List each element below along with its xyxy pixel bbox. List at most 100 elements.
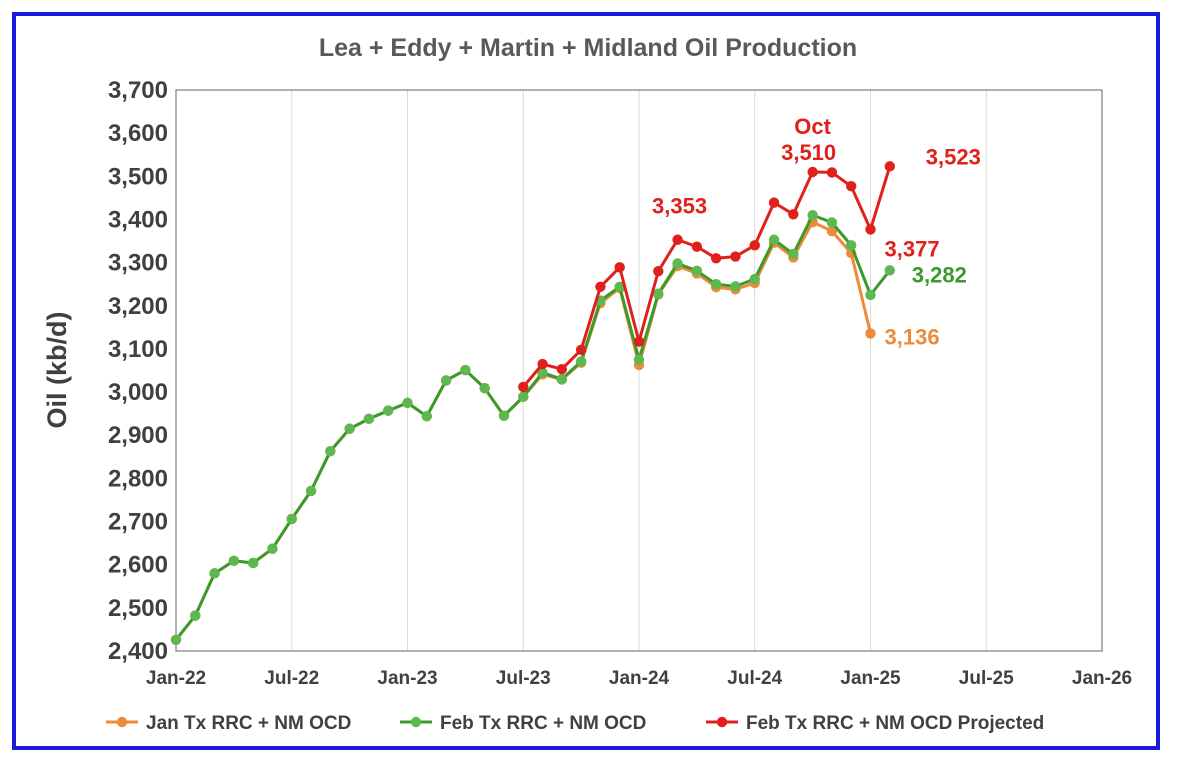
y-tick-label: 3,400 [108, 206, 168, 233]
data-point [846, 181, 857, 192]
data-point [190, 610, 201, 621]
data-point [383, 405, 394, 416]
data-point [884, 265, 895, 276]
legend-swatch-marker [410, 716, 422, 728]
data-point [421, 411, 432, 422]
data-point [672, 234, 683, 245]
data-point [209, 568, 220, 579]
data-point [305, 485, 317, 497]
data-point [575, 356, 587, 367]
data-point [460, 364, 471, 376]
y-tick-label: 3,700 [108, 77, 168, 104]
data-label: Oct [794, 114, 831, 139]
y-tick-label: 2,700 [108, 509, 168, 536]
data-label: 3,510 [781, 140, 836, 165]
data-point [691, 265, 703, 277]
chart-frame [12, 12, 1160, 750]
data-point [730, 281, 741, 292]
legend-swatch-marker [716, 716, 728, 728]
data-point [826, 217, 838, 228]
series-3 [518, 161, 895, 393]
data-label: 3,282 [912, 262, 967, 287]
data-point [826, 167, 838, 178]
plot-area: Jan-22 Jul-22 Jan-23 Jul-23 Jan-24 Jul-24 Jan-… [108, 77, 1132, 689]
data-label: 3,353 [652, 194, 707, 219]
plot-border [175, 89, 1103, 652]
series-2 [170, 209, 895, 645]
data-point [325, 445, 336, 457]
data-label: 3,136 [885, 324, 940, 349]
y-tick-label: 2,400 [108, 638, 168, 665]
data-point [826, 225, 838, 237]
data-label: 3,377 [885, 236, 940, 261]
legend-label: Feb Tx RRC + NM OCD Projected [746, 713, 1044, 734]
y-tick-label: 2,800 [108, 465, 168, 492]
data-point [749, 273, 760, 285]
data-point [363, 413, 375, 425]
data-point [653, 288, 664, 299]
data-label: 3,523 [926, 144, 981, 169]
data-point [344, 423, 355, 434]
data-point [672, 258, 683, 269]
data-point [710, 253, 722, 264]
x-tick-label: Jul-22 [264, 668, 319, 689]
data-point [518, 381, 529, 393]
data-point [537, 367, 548, 378]
data-point [575, 344, 587, 355]
x-tick-label: Jan-23 [377, 668, 437, 689]
x-tick-label: Jan-24 [609, 668, 670, 689]
y-tick-label: 3,100 [108, 336, 168, 363]
legend-label: Jan Tx RRC + NM OCD [146, 713, 351, 734]
y-tick-label: 3,000 [108, 379, 168, 406]
legend: Jan Tx RRC + NM OCD Feb Tx RRC + NM OCD Fe… [106, 713, 1044, 734]
data-point [286, 513, 297, 525]
data-point [595, 281, 606, 292]
data-point [710, 278, 722, 290]
data-point [556, 364, 568, 375]
data-point [402, 397, 413, 409]
data-point [498, 410, 510, 422]
y-tick-label: 2,900 [108, 422, 168, 449]
data-point [884, 161, 895, 172]
x-tick-label: Jul-24 [727, 668, 782, 689]
x-tick-label: Jan-26 [1072, 668, 1132, 689]
data-point [228, 555, 240, 567]
x-tick-label: Jul-25 [959, 668, 1014, 689]
data-point [788, 209, 799, 220]
data-point [518, 391, 529, 403]
y-tick-label: 3,500 [108, 163, 168, 190]
chart-title: Lea + Eddy + Martin + Midland Oil Produc… [319, 34, 857, 62]
y-axis-label: Oil (kb/d) [42, 312, 72, 429]
data-point [440, 375, 452, 386]
data-point [479, 382, 490, 394]
legend-swatch-marker [116, 716, 128, 728]
y-tick-label: 3,300 [108, 250, 168, 277]
data-point [247, 557, 259, 569]
data-point [807, 209, 818, 221]
data-point [865, 289, 876, 301]
data-point [865, 328, 876, 339]
data-point [556, 373, 568, 385]
x-tick-label: Jan-25 [840, 668, 901, 689]
series-line [174, 213, 891, 641]
data-point [730, 251, 741, 262]
data-point [768, 197, 780, 208]
data-point [846, 240, 857, 251]
data-point [865, 224, 876, 235]
y-tick-label: 3,200 [108, 293, 168, 320]
data-point [170, 634, 182, 645]
data-point [633, 336, 645, 347]
data-point [653, 266, 664, 277]
y-tick-label: 3,600 [108, 120, 168, 147]
data-point [614, 262, 625, 273]
data-point [749, 240, 760, 251]
legend-label: Feb Tx RRC + NM OCD [440, 713, 646, 734]
x-tick-label: Jan-22 [146, 668, 206, 689]
data-point [267, 543, 278, 554]
data-point [537, 358, 548, 370]
data-point [691, 241, 703, 252]
y-tick-label: 2,500 [108, 595, 168, 622]
x-tick-label: Jul-23 [496, 668, 551, 689]
data-point [633, 354, 645, 365]
